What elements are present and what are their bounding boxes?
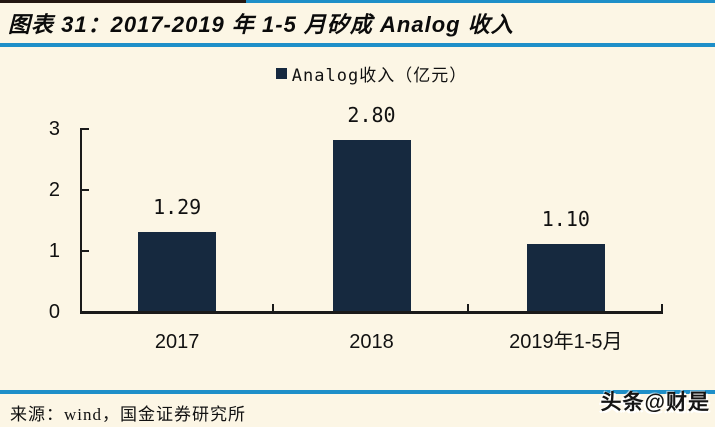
source-attribution: 来源：wind，国金证券研究所: [10, 405, 246, 424]
y-axis-tick-label: 0: [48, 301, 60, 323]
chart-legend: Analog收入（亿元）: [80, 61, 663, 86]
legend-label: Analog收入（亿元）: [291, 66, 468, 86]
watermark-text: 头条@财是: [600, 391, 710, 414]
y-axis-tick-label: 1: [48, 240, 60, 262]
bar: [332, 140, 411, 311]
figure-title: 图表 31：2017-2019 年 1-5 月矽成 Analog 收入: [8, 12, 514, 37]
y-axis-tick-label: 2: [48, 179, 60, 201]
bar-value-label: 1.10: [541, 207, 590, 231]
x-category-label: 2018: [349, 331, 394, 353]
y-axis-tick: [82, 189, 89, 191]
x-axis-tick: [272, 304, 275, 311]
x-axis-tick: [661, 304, 663, 311]
y-axis-tick-label: 3: [48, 118, 60, 140]
top-edge-blue-segment: [246, 0, 715, 3]
title-divider-rule: [0, 43, 715, 47]
x-category-label: 2017: [154, 331, 200, 353]
top-edge-dark-segment: [0, 0, 246, 3]
bar-value-label: 2.80: [347, 103, 396, 127]
y-axis-tick: [82, 250, 89, 252]
bar-value-label: 1.29: [153, 195, 202, 219]
bar: [138, 232, 217, 311]
footer-divider-rule: [0, 390, 715, 394]
y-axis-line: [80, 128, 82, 314]
y-axis-tick: [82, 128, 89, 130]
x-axis-line: [80, 311, 663, 314]
x-category-label: 2019年1-5月: [509, 331, 623, 353]
x-axis-tick: [466, 304, 469, 311]
bar: [526, 244, 605, 311]
legend-swatch-icon: [275, 68, 287, 79]
